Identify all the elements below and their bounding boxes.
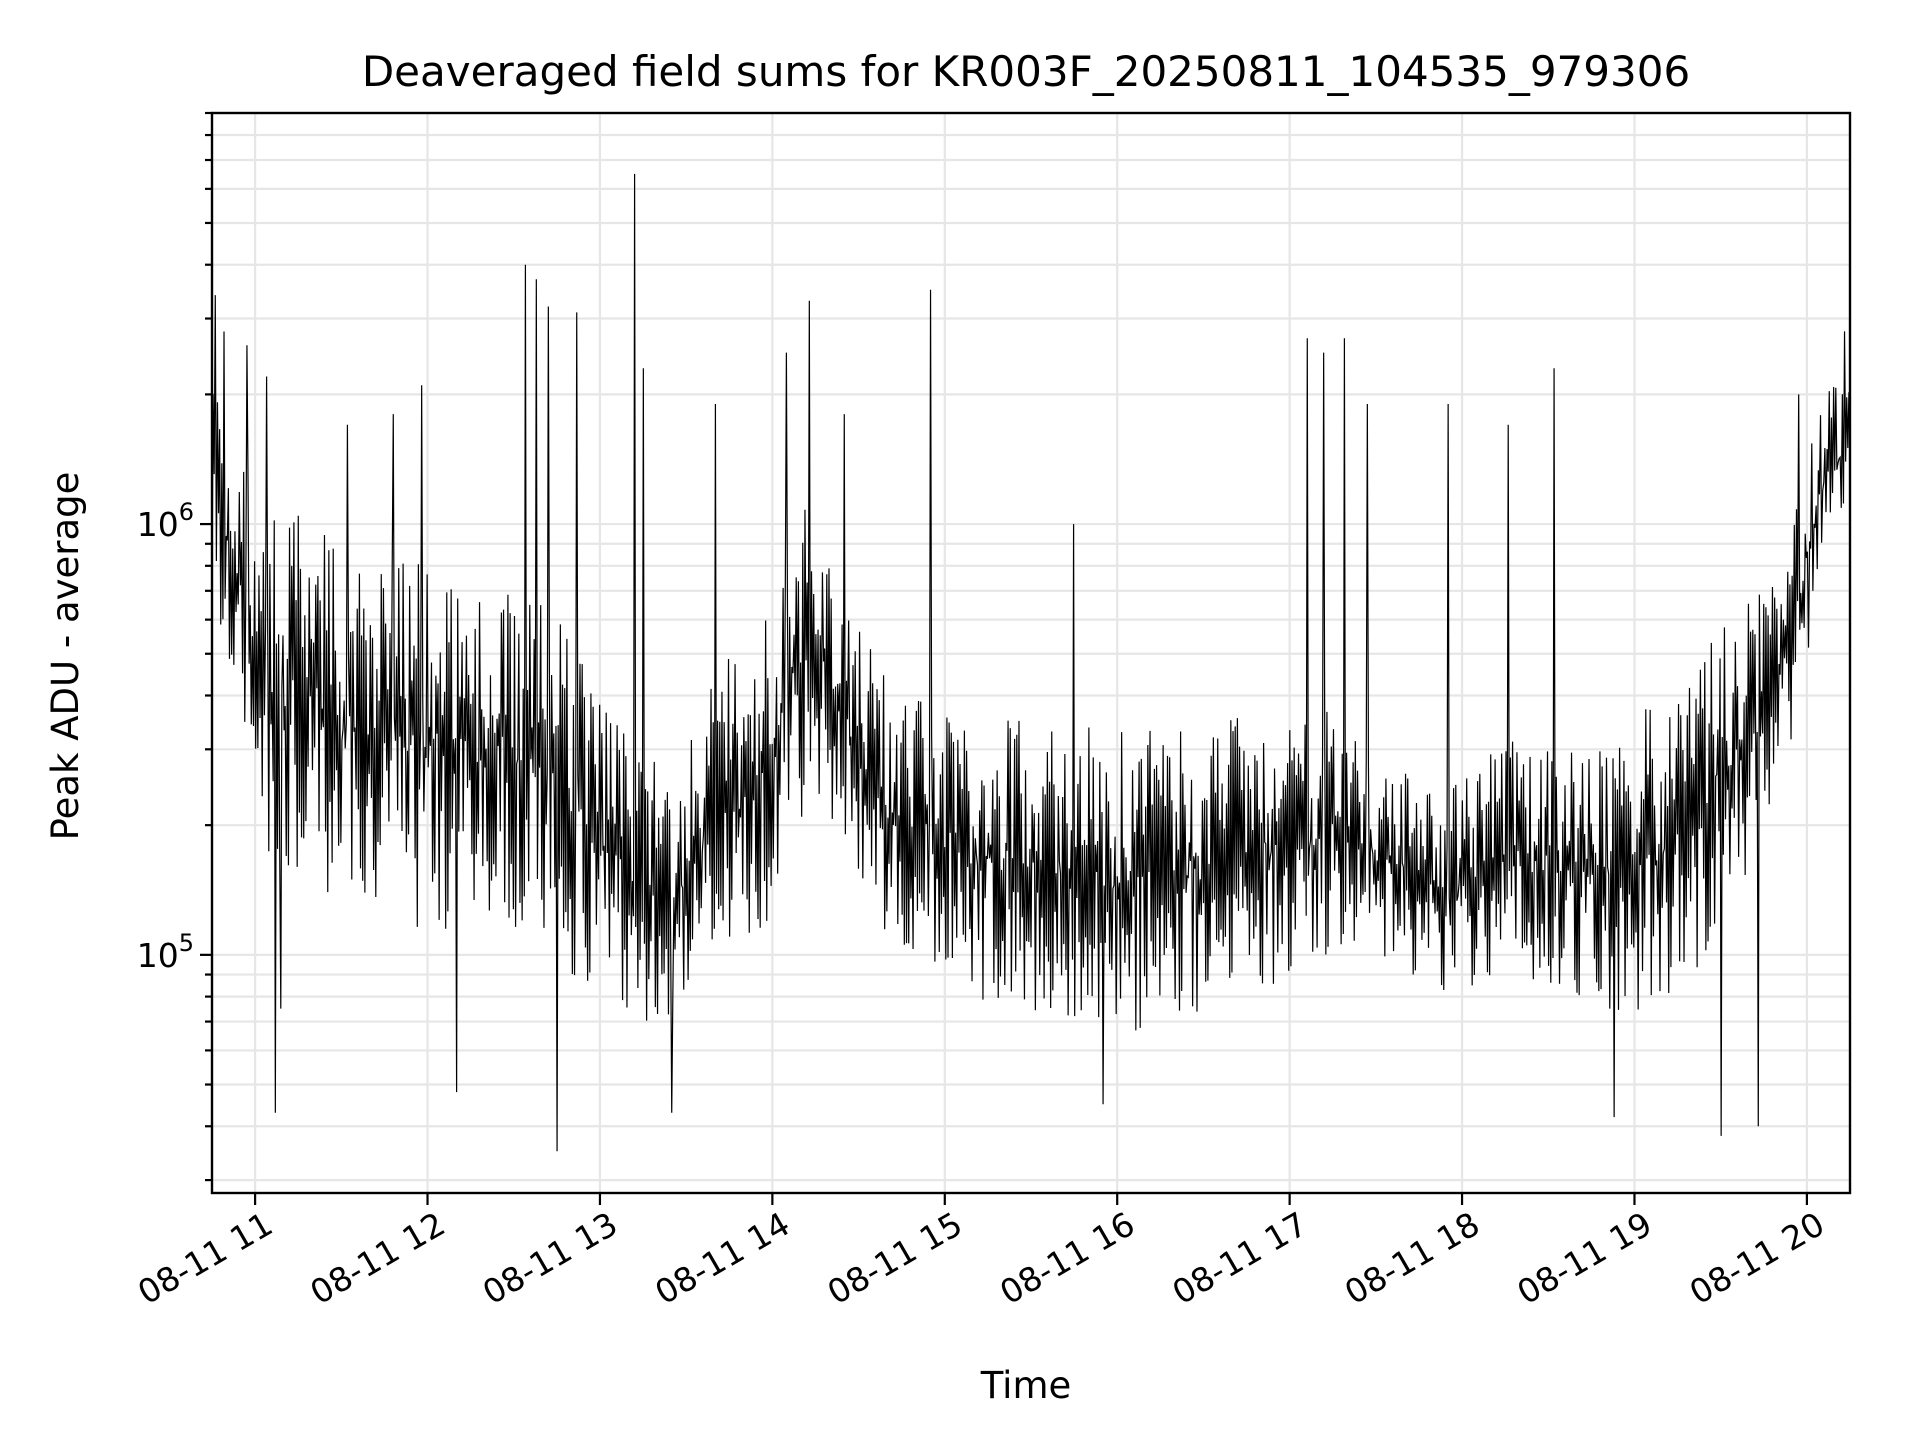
axis-ticks bbox=[200, 111, 1808, 1205]
y-tick-label: 105 bbox=[137, 929, 194, 975]
grid-lines bbox=[212, 111, 1850, 1193]
chart-title: Deaveraged field sums for KR003F_2025081… bbox=[362, 47, 1690, 96]
y-axis-label: Peak ADU - average bbox=[44, 472, 87, 841]
y-tick-label-exponent: 5 bbox=[179, 929, 194, 957]
series-line bbox=[211, 173, 1851, 1152]
y-tick-label-base: 10 bbox=[137, 505, 179, 544]
x-axis-label: Time bbox=[980, 1364, 1072, 1407]
series-layer bbox=[211, 173, 1851, 1152]
y-tick-label-exponent: 6 bbox=[179, 498, 194, 526]
y-tick-label-base: 10 bbox=[137, 936, 179, 975]
y-tick-label: 106 bbox=[137, 498, 194, 544]
